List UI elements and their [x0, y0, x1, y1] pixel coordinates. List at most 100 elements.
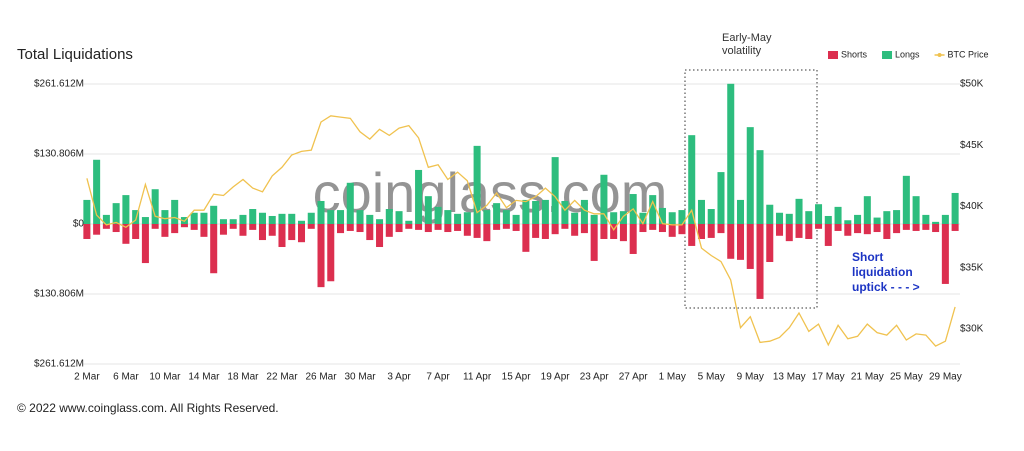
bar: [522, 224, 530, 252]
bar: [229, 219, 237, 224]
bar: [776, 212, 784, 224]
bar: [902, 175, 910, 224]
bar: [132, 210, 140, 224]
bar: [473, 145, 481, 224]
y-tick-label: $130.806M: [34, 149, 84, 160]
bar: [424, 196, 432, 224]
bar: [844, 220, 852, 224]
annotation: Short: [852, 250, 883, 264]
bar: [356, 210, 364, 224]
bar: [893, 224, 901, 234]
legend-swatch: [828, 51, 838, 59]
bar: [795, 224, 803, 238]
bar: [239, 214, 247, 224]
bar: [327, 210, 335, 224]
bar: [249, 224, 257, 230]
bar: [210, 205, 218, 224]
bar: [532, 224, 540, 238]
bar: [219, 224, 227, 235]
bar: [922, 214, 930, 224]
bar: [327, 224, 335, 282]
bar: [912, 196, 920, 224]
bar: [278, 224, 286, 248]
bar: [932, 221, 940, 224]
bar: [727, 83, 735, 225]
bar: [454, 224, 462, 231]
bar: [649, 224, 657, 230]
bar: [551, 224, 559, 235]
bar: [678, 210, 686, 224]
bar: [717, 224, 725, 234]
bar: [278, 213, 286, 224]
bar: [941, 224, 949, 284]
bar: [83, 199, 91, 224]
bar: [561, 200, 569, 224]
bar: [678, 224, 686, 235]
bar: [415, 224, 423, 230]
bar: [873, 224, 881, 233]
x-tick-label: 19 Apr: [541, 372, 571, 383]
bar: [697, 199, 705, 224]
bar: [200, 224, 208, 237]
bar: [629, 224, 637, 254]
x-tick-label: 26 Mar: [305, 372, 337, 383]
bar: [424, 224, 432, 233]
bar: [395, 224, 403, 233]
bar: [736, 224, 745, 260]
bar: [707, 224, 715, 238]
y-tick-label: $130.806M: [34, 289, 84, 300]
bar: [824, 215, 832, 224]
bar: [668, 212, 676, 224]
bar: [512, 214, 520, 224]
bar: [434, 206, 442, 224]
x-tick-label: 18 Mar: [227, 372, 259, 383]
bar: [190, 212, 198, 224]
bar: [210, 224, 218, 274]
x-tick-label: 13 May: [773, 372, 806, 383]
bar: [854, 214, 862, 224]
y2-tick-label: $30K: [960, 324, 984, 335]
bar: [444, 224, 452, 233]
bar: [317, 224, 325, 288]
bar: [541, 199, 549, 224]
bar: [444, 210, 452, 224]
bar: [502, 224, 510, 229]
bar: [795, 198, 803, 224]
bar: [366, 214, 374, 224]
bar: [219, 219, 227, 224]
bar: [337, 224, 345, 234]
bar: [122, 195, 130, 224]
bar: [707, 209, 715, 224]
legend-label: BTC Price: [948, 49, 989, 59]
bar: [141, 224, 149, 264]
x-tick-label: 6 Mar: [113, 372, 139, 383]
x-tick-label: 5 May: [698, 372, 725, 383]
bar: [385, 224, 393, 237]
bar: [376, 219, 384, 224]
x-tick-label: 7 Apr: [426, 372, 450, 383]
y-tick-label: $261.612M: [34, 359, 84, 370]
bar: [93, 159, 101, 224]
bar: [883, 211, 891, 224]
annotation: uptick - - - >: [852, 280, 920, 294]
bar: [376, 224, 384, 248]
y2-tick-label: $40K: [960, 201, 984, 212]
bar: [337, 210, 345, 224]
x-tick-label: 14 Mar: [188, 372, 220, 383]
x-tick-label: 1 May: [659, 372, 686, 383]
bar: [951, 192, 959, 224]
bar: [229, 224, 237, 229]
bar: [805, 211, 813, 224]
bar: [697, 224, 705, 239]
bar: [766, 204, 774, 224]
legend-swatch: [882, 51, 893, 59]
bar: [161, 224, 169, 237]
annotation: Early-May: [722, 32, 772, 44]
x-tick-label: 2 Mar: [74, 372, 100, 383]
bar: [405, 220, 413, 224]
bar: [258, 224, 266, 241]
bar: [658, 224, 666, 233]
bar: [405, 224, 413, 229]
bar: [288, 224, 296, 241]
